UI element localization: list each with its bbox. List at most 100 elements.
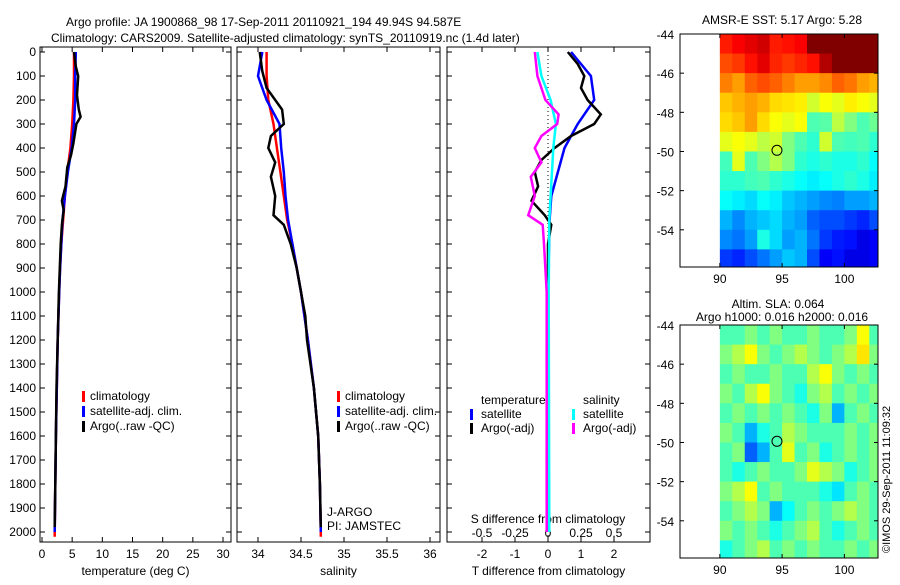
heatmap-cell — [844, 540, 858, 559]
heatmap-cell — [856, 364, 870, 385]
heatmap-cell — [719, 229, 733, 250]
heatmap-cell — [856, 344, 870, 365]
heatmap-cell — [844, 131, 858, 152]
heatmap-cell — [869, 403, 879, 424]
lat-tick-label: -46 — [657, 67, 675, 81]
lat-tick-label: -44 — [657, 28, 675, 42]
s-x-tick-label: -0.25 — [501, 526, 529, 540]
heatmap-cell — [807, 92, 820, 113]
heatmap-cell — [757, 422, 771, 443]
heatmap-cell — [856, 131, 870, 152]
lat-tick-label: -50 — [657, 145, 675, 159]
heatmap-cell — [844, 53, 858, 74]
heatmap-cell — [744, 112, 758, 133]
y-tick-label: 1900 — [9, 501, 36, 515]
heatmap-cell — [719, 540, 733, 559]
heatmap-cell — [831, 34, 845, 55]
x-tick-label: 25 — [186, 547, 200, 561]
x-tick-label: 0 — [545, 547, 552, 561]
heatmap-cell — [856, 403, 870, 424]
y-tick-label: 2000 — [9, 525, 36, 539]
heatmap-cell — [744, 325, 758, 346]
heatmap-cell — [794, 131, 808, 152]
heatmap-cell — [769, 73, 783, 94]
heatmap-cell — [769, 92, 783, 113]
heatmap-cell — [869, 540, 879, 559]
heatmap-cell — [819, 210, 833, 231]
series-line-argo-raw-qc- — [258, 51, 323, 528]
heatmap-cell — [844, 501, 858, 522]
heatmap-cell — [807, 171, 820, 192]
heatmap-cell — [831, 520, 845, 541]
heatmap-cell — [794, 34, 808, 55]
heatmap-cell — [769, 364, 783, 385]
heatmap-cell — [831, 190, 845, 211]
heatmap-cell — [757, 171, 771, 192]
heatmap-cell — [757, 383, 771, 404]
series-line-argo-raw-qc- — [53, 51, 82, 528]
heatmap-cell — [869, 520, 879, 541]
heatmap-cell — [782, 403, 796, 424]
heatmap-cell — [757, 540, 771, 559]
heatmap-cell — [794, 540, 808, 559]
heatmap-cell — [757, 462, 771, 483]
heatmap-cell — [744, 462, 758, 483]
heatmap-cell — [757, 151, 771, 172]
heatmap-cell — [807, 151, 820, 172]
watermark-timestamp: ©IMOS 29-Sep-2011 11:09:32 — [881, 406, 893, 553]
heatmap-cell — [719, 364, 733, 385]
heatmap-cell — [782, 344, 796, 365]
heatmap-cell — [844, 325, 858, 346]
lat-tick-label: -54 — [657, 224, 675, 238]
heatmap-cell — [769, 131, 783, 152]
heatmap-cell — [744, 34, 758, 55]
profile-panel-salinity: 34 34.5 35 35.5 36 salinity climatologysatelli… — [236, 46, 441, 578]
heatmap-cell — [782, 540, 796, 559]
heatmap-cell — [856, 442, 870, 463]
s-x-tick-label: -0.5 — [472, 526, 493, 540]
heatmap-cell — [819, 131, 833, 152]
legend-swatch — [337, 391, 340, 402]
heatmap-cell — [819, 520, 833, 541]
legend-swatch — [82, 421, 85, 432]
heatmap-cell — [769, 501, 783, 522]
heatmap-cell — [844, 171, 858, 192]
heatmap-cell — [831, 442, 845, 463]
heatmap-cell — [744, 249, 758, 268]
heatmap-cell — [782, 210, 796, 231]
heatmap-cell — [831, 364, 845, 385]
heatmap-cell — [856, 190, 870, 211]
lat-tick-label: -48 — [657, 106, 675, 120]
y-tick-label: 900 — [16, 261, 36, 275]
lon-tick-label: 100 — [834, 272, 854, 286]
heatmap-cell — [807, 229, 820, 250]
heatmap-cell — [869, 249, 879, 268]
heatmap-cell — [844, 229, 858, 250]
y-tick-label: 700 — [16, 213, 36, 227]
heatmap-cell — [831, 92, 845, 113]
heatmap-cell — [732, 92, 746, 113]
heatmap-cell — [744, 403, 758, 424]
heatmap-cell — [819, 73, 833, 94]
heatmap-cell — [844, 442, 858, 463]
heatmap-cell — [856, 73, 870, 94]
heatmap-cell — [757, 501, 771, 522]
heatmap-cell — [819, 462, 833, 483]
heatmap-cell — [819, 53, 833, 74]
heatmap-cell — [819, 325, 833, 346]
legend-label: climatology — [345, 389, 405, 403]
y-tick-label: 1000 — [9, 285, 36, 299]
heatmap-cell — [757, 249, 771, 268]
profile-panel-differences: -2 -1 0 1 2 T difference from climatology -0.5… — [446, 46, 651, 578]
heatmap-cell — [719, 131, 733, 152]
heatmap-cell — [744, 190, 758, 211]
heatmap-cell — [782, 190, 796, 211]
heatmap-cell — [831, 403, 845, 424]
heatmap-cell — [856, 481, 870, 502]
legend-label: satellite-adj. clim. — [345, 404, 437, 418]
heatmap-cell — [782, 34, 796, 55]
heatmap-cell — [744, 151, 758, 172]
heatmap-cell — [732, 73, 746, 94]
s-x-tick-label: 0 — [545, 526, 552, 540]
heatmap-cell — [744, 422, 758, 443]
